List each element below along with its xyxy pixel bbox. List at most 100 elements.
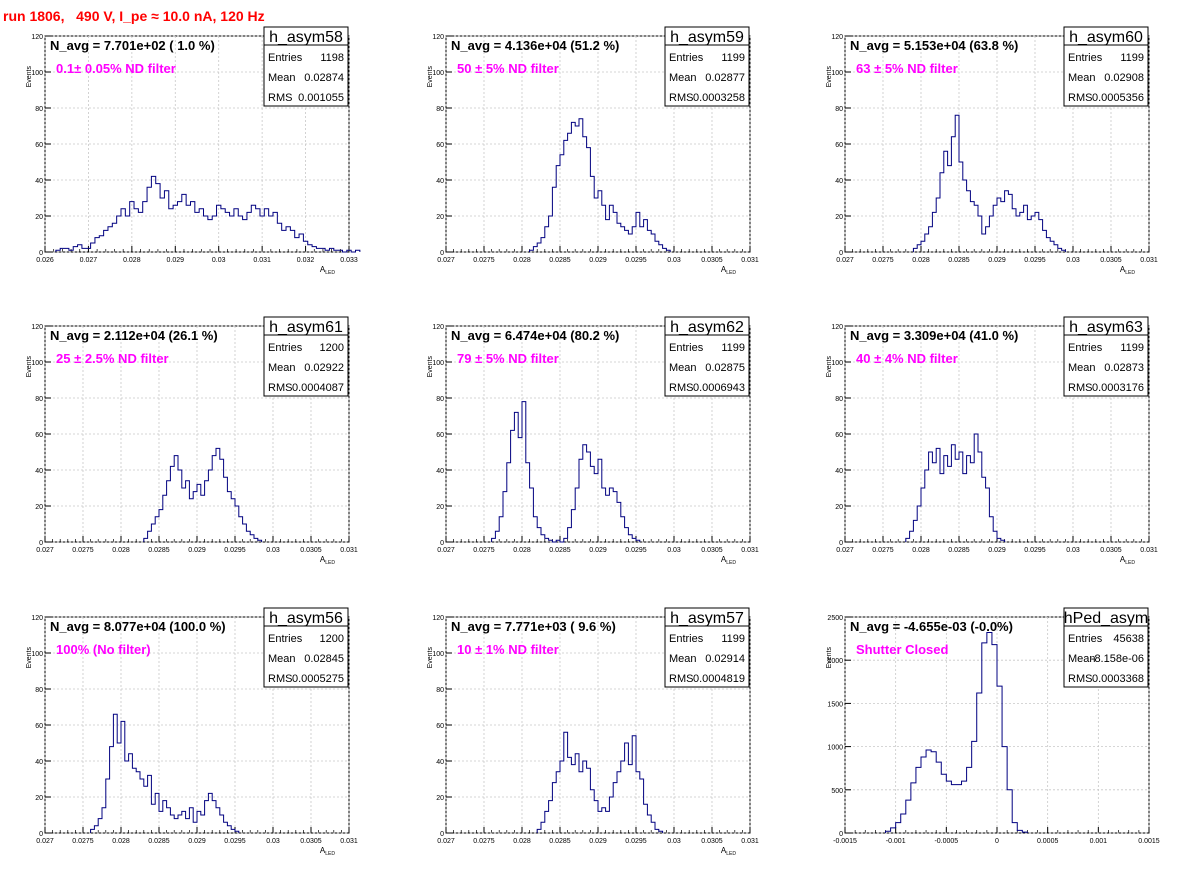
x-tick-label: 0.0295 <box>1024 547 1046 554</box>
histogram-panel: 0.027 0.0275 0.028 0.0285 0.029 0.0295 0.03 0.0… <box>427 26 759 276</box>
y-tick-label: 20 <box>835 504 843 511</box>
x-tick-label: 0.028 <box>513 547 531 554</box>
x-tick-label: 0.0285 <box>148 547 170 554</box>
y-axis-label: Events <box>26 647 33 669</box>
navg-label: N_avg = 3.309e+04 (41.0 %) <box>850 328 1018 343</box>
y-tick-label: 80 <box>835 396 843 403</box>
navg-label: N_avg = 8.077e+04 (100.0 %) <box>50 619 226 634</box>
histogram-line <box>143 447 263 542</box>
stats-value: 0.0006943 <box>693 382 745 394</box>
y-tick-label: 0 <box>839 540 843 547</box>
stats-box <box>263 316 349 397</box>
y-tick-label: 100 <box>432 70 444 77</box>
x-tick-label: 0.031 <box>340 838 358 845</box>
y-tick-label: 0 <box>39 831 43 838</box>
x-tick-label: 0.03 <box>1066 547 1080 554</box>
histogram-name: h_asym58 <box>269 29 343 46</box>
x-axis-label: ALED <box>320 846 335 857</box>
y-tick-label: 100 <box>31 651 43 658</box>
y-axis-label: Events <box>427 356 434 378</box>
y-tick-label: 60 <box>436 723 444 730</box>
x-tick-label: 0 <box>995 838 999 845</box>
x-tick-label: 0.0295 <box>224 838 246 845</box>
navg-label: N_avg = 6.474e+04 (80.2 %) <box>451 328 619 343</box>
y-tick-label: 60 <box>835 432 843 439</box>
stats-box <box>1063 26 1149 107</box>
y-tick-label: 20 <box>436 795 444 802</box>
y-tick-label: 120 <box>432 615 444 622</box>
navg-label: N_avg = 5.153e+04 (63.8 %) <box>850 38 1018 53</box>
histogram-line <box>912 114 1066 252</box>
y-tick-label: 120 <box>831 324 843 331</box>
stats-value: 0.02873 <box>1104 362 1144 374</box>
x-axis-label: ALED <box>320 555 335 566</box>
x-tick-label: 0.03 <box>667 547 681 554</box>
x-tick-label: 0.0275 <box>872 547 894 554</box>
x-axis-label: ALED <box>721 846 736 857</box>
x-tick-label: 0.027 <box>36 547 54 554</box>
histogram-panel: 0.027 0.0275 0.028 0.0285 0.029 0.0295 0.03 0.0… <box>427 316 759 566</box>
stats-box <box>1063 607 1149 688</box>
stats-box <box>263 26 349 107</box>
y-tick-label: 60 <box>35 723 43 730</box>
x-tick-label: 0.029 <box>589 257 607 264</box>
x-tick-label: -0.001 <box>886 838 906 845</box>
y-tick-label: 20 <box>35 504 43 511</box>
x-tick-label: 0.027 <box>437 838 455 845</box>
x-tick-label: 0.0305 <box>1100 547 1122 554</box>
x-tick-label: 0.0285 <box>549 547 571 554</box>
stats-label: RMS <box>1068 92 1092 104</box>
x-tick-label: 0.027 <box>80 257 98 264</box>
filter-label: 25 ± 2.5% ND filter <box>56 351 169 366</box>
y-tick-label: 60 <box>35 142 43 149</box>
histogram-line <box>529 118 671 252</box>
x-tick-label: 0.03 <box>266 547 280 554</box>
y-tick-label: 20 <box>35 795 43 802</box>
y-tick-label: 40 <box>436 178 444 185</box>
x-tick-label: 0.0295 <box>625 257 647 264</box>
x-tick-label: 0.03 <box>266 838 280 845</box>
y-tick-label: 40 <box>35 178 43 185</box>
x-tick-label: 0.0305 <box>1100 257 1122 264</box>
x-tick-label: 0.027 <box>836 257 854 264</box>
stats-value: 1199 <box>1120 342 1144 354</box>
filter-label: 100% (No filter) <box>56 642 151 657</box>
y-tick-label: 120 <box>31 324 43 331</box>
navg-label: N_avg = -4.655e-03 (-0.0%) <box>850 619 1013 634</box>
stats-label: RMS <box>669 382 693 394</box>
y-tick-label: 0 <box>39 540 43 547</box>
stats-label: Mean <box>669 72 697 84</box>
stats-label: Entries <box>1068 633 1103 645</box>
x-tick-label: 0.03 <box>667 838 681 845</box>
x-axis-label: ALED <box>320 265 335 276</box>
histogram-line <box>491 401 641 543</box>
x-tick-label: 0.027 <box>836 547 854 554</box>
stats-label: Mean <box>268 72 296 84</box>
y-tick-label: 100 <box>831 70 843 77</box>
y-tick-label: 100 <box>31 70 43 77</box>
stats-box <box>664 316 750 397</box>
stats-box <box>1063 316 1149 397</box>
stats-label: Entries <box>669 52 704 64</box>
x-tick-label: 0.026 <box>36 257 54 264</box>
histogram-line <box>905 433 1006 542</box>
x-tick-label: 0.029 <box>188 838 206 845</box>
y-tick-label: 40 <box>35 759 43 766</box>
y-tick-label: 0 <box>440 250 444 257</box>
filter-label: 63 ± 5% ND filter <box>856 61 958 76</box>
x-tick-label: 0.031 <box>741 547 759 554</box>
y-tick-label: 0 <box>39 250 43 257</box>
y-axis-label: Events <box>826 647 833 669</box>
x-tick-label: 0.001 <box>1090 838 1108 845</box>
histogram-panel: -0.0015 -0.001 -0.0005 0 0.0005 0.001 0.0015 0 5… <box>826 607 1160 845</box>
y-tick-label: 40 <box>436 759 444 766</box>
filter-label: 40 ± 4% ND filter <box>856 351 958 366</box>
x-tick-label: 0.031 <box>1140 547 1158 554</box>
y-tick-label: 40 <box>835 468 843 475</box>
stats-label: Mean <box>268 653 296 665</box>
navg-label: N_avg = 2.112e+04 (26.1 %) <box>50 328 218 343</box>
x-tick-label: 0.0305 <box>701 838 723 845</box>
histogram-line <box>90 713 240 833</box>
y-tick-label: 0 <box>839 831 843 838</box>
histogram-panel: 0.027 0.0275 0.028 0.0285 0.029 0.0295 0.03 0.0… <box>26 607 358 857</box>
